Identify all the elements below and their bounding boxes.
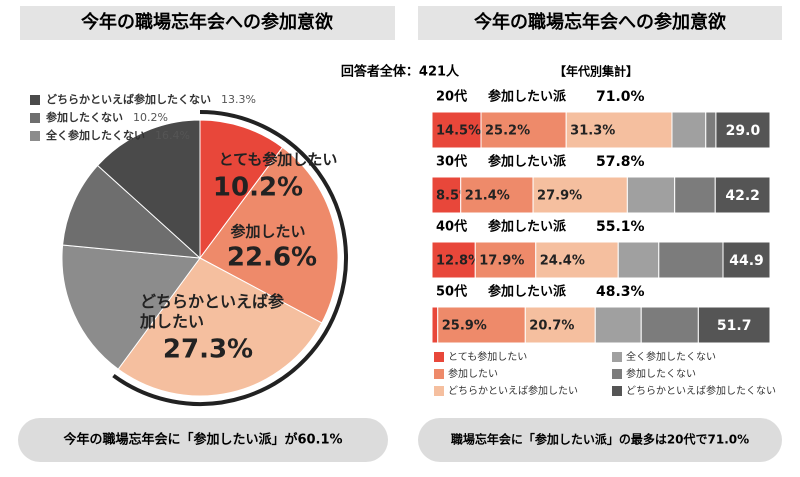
slice-value: 10.2% <box>213 173 303 203</box>
bar-value: 20.7% <box>529 319 574 334</box>
footer: 職場忘年会に「参加したい派」の最多は20代で71.0% <box>451 432 749 447</box>
row-category: 40代 <box>436 219 467 235</box>
bar-segment <box>431 241 476 279</box>
bar-segment <box>532 176 628 214</box>
bar-segment <box>714 176 771 214</box>
bar-value: 14.5% <box>436 124 481 139</box>
row-group: 参加したい派 <box>488 284 567 300</box>
legend-swatch <box>434 386 444 396</box>
legend-label: 全く参加したくない <box>626 350 716 363</box>
legend-swatch <box>434 352 444 362</box>
bar-value: 12.8% <box>436 254 481 269</box>
row-group: 参加したい派 <box>488 89 567 105</box>
slice-value: 22.6% <box>227 243 317 273</box>
respondents: 回答者全体：421人 <box>341 64 460 80</box>
bar-value: 25.9% <box>442 319 487 334</box>
legend-label: 参加したくない <box>46 110 123 124</box>
bar-segment <box>480 111 567 149</box>
legend-label: とても参加したい <box>448 350 527 363</box>
dislike-total: 44.9 <box>729 253 764 269</box>
bar-value: 31.3% <box>570 124 615 139</box>
bar-value: 24.4% <box>540 254 585 269</box>
title: 今年の職場忘年会への参加意欲 <box>81 11 333 33</box>
bar-segment <box>535 241 619 279</box>
legend-label: 参加したい <box>448 367 498 380</box>
legend-label: 全く参加したくない <box>45 128 145 142</box>
pie-slice <box>199 146 339 324</box>
bar-segment <box>524 306 596 344</box>
legend-value: 10.2% <box>133 111 168 124</box>
footer-pill <box>418 418 782 462</box>
legend-swatch <box>612 352 622 362</box>
legend-label: どちらかといえば参加したくない <box>46 92 211 106</box>
bar-segment <box>674 176 716 214</box>
row-total: 71.0% <box>596 89 645 105</box>
row-total: 57.8% <box>596 154 645 170</box>
slice-label-box: どちらかといえば参加したい <box>140 292 285 331</box>
dislike-total: 51.7 <box>717 318 752 334</box>
legend-label: どちらかといえば参加したい <box>448 384 578 397</box>
bar-segment <box>594 306 642 344</box>
row-category: 30代 <box>436 154 467 170</box>
bar-value: 17.9% <box>479 254 524 269</box>
legend-swatch <box>434 369 444 379</box>
legend-label: どちらかといえば参加したくない <box>626 384 776 397</box>
legend-swatch <box>612 386 622 396</box>
row-total: 55.1% <box>596 219 645 235</box>
bar-segment <box>705 111 717 149</box>
group-arc <box>112 110 348 406</box>
row-group: 参加したい派 <box>488 154 567 170</box>
slice-value: 27.3% <box>163 335 253 365</box>
pie-slice <box>117 257 323 397</box>
bar-segment <box>617 241 660 279</box>
bar-segment <box>431 176 462 214</box>
subheading: 【年代別集計】 <box>554 64 638 79</box>
row-group: 参加したい派 <box>488 219 567 235</box>
dislike-total: 42.2 <box>725 188 760 204</box>
bar-segment <box>565 111 673 149</box>
legend-value: 16.4% <box>155 129 190 142</box>
bar-segment <box>431 111 482 149</box>
row-category: 20代 <box>436 89 467 105</box>
bar-segment <box>697 306 771 344</box>
title-banner <box>20 6 395 40</box>
footer-pill <box>18 418 388 462</box>
legend-swatch <box>612 369 622 379</box>
slice-label: とても参加したい <box>219 151 338 169</box>
legend-swatch <box>30 95 40 105</box>
footer: 今年の職場忘年会に「参加したい派」が60.1% <box>62 432 342 448</box>
title-banner <box>418 6 782 40</box>
dislike-total: 29.0 <box>726 123 761 139</box>
pie-slice <box>96 119 201 260</box>
title: 今年の職場忘年会への参加意欲 <box>474 11 726 33</box>
pie-slice <box>61 244 201 370</box>
slice-label: 参加したい <box>230 223 305 241</box>
bar-value: 27.9% <box>537 189 582 204</box>
bar-value: 21.4% <box>465 189 510 204</box>
slice-label: どちらかといえば参加したい <box>140 292 285 331</box>
pie-slice <box>62 164 202 259</box>
row-total: 48.3% <box>596 284 645 300</box>
legend-swatch <box>30 113 40 123</box>
legend-swatch <box>30 131 40 141</box>
bar-segment <box>671 111 707 149</box>
bar-segment <box>474 241 537 279</box>
bar-value: 25.2% <box>485 124 530 139</box>
row-category: 50代 <box>436 284 467 300</box>
legend-label: 参加したくない <box>626 367 696 380</box>
bar-segment <box>722 241 771 279</box>
pie-slice <box>199 119 284 260</box>
bar-segment <box>640 306 699 344</box>
bar-segment <box>715 111 771 149</box>
bar-segment <box>658 241 724 279</box>
bar-segment <box>626 176 676 214</box>
legend-value: 13.3% <box>221 93 256 106</box>
